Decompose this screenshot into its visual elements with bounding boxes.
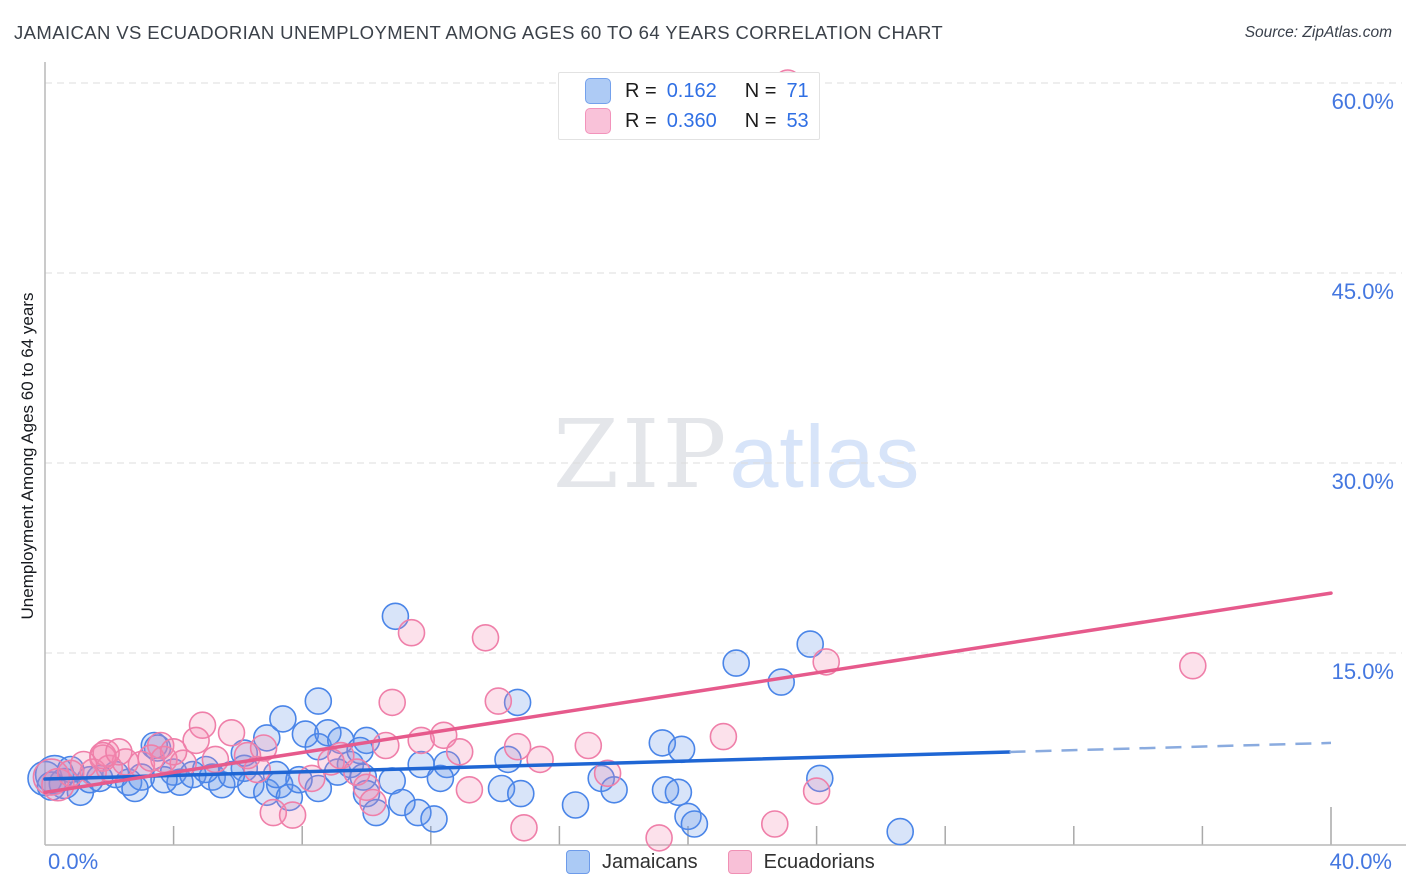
- data-point-ecuadorians: [278, 801, 307, 829]
- data-point-jamaicans: [404, 798, 432, 827]
- data-point-ecuadorians: [105, 737, 133, 766]
- x-axis-max-label: 40.0%: [1329, 849, 1392, 874]
- y-tick-label: 60.0%: [1331, 88, 1394, 114]
- data-point-ecuadorians: [645, 824, 673, 852]
- data-point-ecuadorians: [526, 745, 554, 774]
- zipatlas-watermark: ZIPatlas: [553, 400, 920, 510]
- data-point-ecuadorians: [812, 648, 841, 676]
- data-point-jamaicans: [664, 778, 693, 807]
- data-point-ecuadorians: [709, 722, 738, 751]
- data-point-ecuadorians: [182, 726, 210, 755]
- ecuadorians-legend-swatch-icon: [727, 850, 752, 874]
- watermark-atlas-text: atlas: [729, 407, 921, 506]
- data-point-ecuadorians: [137, 744, 165, 772]
- data-point-ecuadorians: [455, 775, 484, 804]
- jamaicans-legend-label: Jamaicans: [602, 850, 698, 873]
- correlation-stats-legend: R = 0.162 N = 71 R = 0.360 N = 53: [558, 72, 820, 140]
- data-point-jamaicans: [600, 775, 628, 804]
- source-attribution: Source: ZipAtlas.com: [1244, 24, 1392, 41]
- data-point-ecuadorians: [503, 732, 532, 761]
- n-value-jamaicans: 71: [786, 80, 809, 102]
- x-axis-min-label: 0.0%: [48, 849, 99, 874]
- data-point-ecuadorians: [1179, 651, 1207, 680]
- data-point-jamaicans: [362, 798, 390, 827]
- stats-row-ecuadorians: R = 0.360 N = 53: [559, 108, 819, 134]
- data-point-jamaicans: [506, 779, 535, 808]
- data-point-ecuadorians: [188, 711, 217, 740]
- data-point-jamaicans: [269, 705, 297, 733]
- data-point-ecuadorians: [397, 618, 426, 647]
- trend-line-extension-jamaicans: [1009, 741, 1332, 754]
- n-label: N =: [744, 110, 777, 132]
- n-label: N =: [744, 80, 777, 102]
- trend-line-jamaicans: [43, 750, 1012, 781]
- series-legend: Jamaicans Ecuadorians: [566, 850, 875, 874]
- data-point-jamaicans: [314, 718, 342, 747]
- data-point-jamaicans: [503, 688, 532, 717]
- data-point-ecuadorians: [378, 688, 407, 717]
- r-value-ecuadorians: 0.360: [666, 110, 717, 132]
- data-point-ecuadorians: [445, 737, 474, 766]
- data-point-ecuadorians: [249, 734, 278, 762]
- data-point-ecuadorians: [802, 777, 831, 805]
- data-point-jamaicans: [426, 764, 455, 793]
- data-point-ecuadorians: [484, 687, 513, 715]
- data-point-jamaicans: [252, 724, 281, 752]
- data-point-jamaicans: [680, 810, 709, 838]
- data-point-ecuadorians: [69, 750, 98, 779]
- legend-item-jamaicans: Jamaicans: [566, 850, 698, 874]
- legend-item-ecuadorians: Ecuadorians: [727, 850, 875, 874]
- data-point-jamaicans: [561, 791, 590, 819]
- stats-row-jamaicans: R = 0.162 N = 71: [559, 78, 819, 104]
- data-point-ecuadorians: [352, 773, 381, 802]
- r-label: R =: [625, 110, 657, 132]
- jamaicans-swatch-icon: [585, 78, 611, 104]
- data-point-jamaicans: [722, 649, 751, 677]
- y-tick-label: 30.0%: [1331, 468, 1394, 494]
- data-point-jamaicans: [304, 687, 333, 715]
- data-point-jamaicans: [767, 668, 796, 696]
- data-point-jamaicans: [796, 630, 825, 658]
- y-tick-label: 15.0%: [1331, 658, 1394, 684]
- data-point-ecuadorians: [510, 813, 538, 842]
- data-point-ecuadorians: [359, 788, 387, 817]
- data-point-ecuadorians: [574, 731, 603, 760]
- r-label: R =: [625, 80, 657, 102]
- jamaicans-legend-swatch-icon: [566, 850, 590, 874]
- ecuadorians-legend-label: Ecuadorians: [763, 850, 875, 873]
- data-point-ecuadorians: [593, 759, 622, 788]
- data-point-ecuadorians: [760, 810, 789, 838]
- r-value-jamaicans: 0.162: [666, 80, 717, 102]
- data-point-jamaicans: [388, 788, 416, 817]
- data-point-jamaicans: [667, 735, 696, 764]
- data-point-jamaicans: [886, 817, 915, 846]
- data-point-ecuadorians: [243, 755, 272, 784]
- watermark-zip-text: ZIP: [553, 400, 730, 510]
- data-point-ecuadorians: [159, 737, 188, 766]
- data-point-ecuadorians: [471, 623, 500, 652]
- page-title: JAMAICAN VS ECUADORIAN UNEMPLOYMENT AMON…: [14, 22, 944, 43]
- data-point-jamaicans: [420, 805, 448, 833]
- n-value-ecuadorians: 53: [786, 110, 809, 132]
- data-point-ecuadorians: [217, 718, 246, 747]
- ecuadorians-swatch-icon: [585, 108, 611, 134]
- trend-line-ecuadorians: [43, 591, 1333, 795]
- y-tick-label: 45.0%: [1331, 278, 1394, 304]
